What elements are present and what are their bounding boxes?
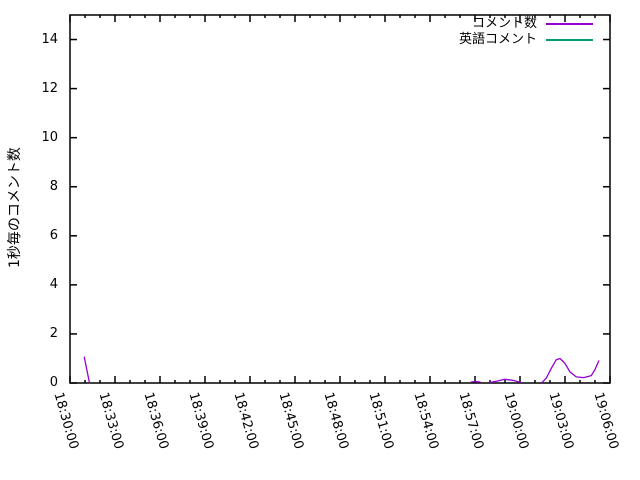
y-tick-label: 4 [49,276,58,292]
y-tick-label: 10 [41,129,58,145]
y-tick-label: 12 [41,80,58,96]
legend-entry: コメント数 [459,16,593,32]
legend-label: コメント数 [471,16,537,31]
y-tick-label: 2 [49,325,58,341]
y-tick-label: 8 [49,178,58,194]
y-axis-title: 1秒毎のコメント数 [7,147,23,268]
y-tick-label: 6 [49,227,58,243]
legend-entry: 英語コメント [459,32,593,48]
y-tick-label: 14 [41,31,58,47]
series-line [489,378,522,384]
legend-line-sample [546,23,593,25]
plot-border [69,14,611,384]
y-tick-label: 0 [49,375,58,390]
series-line [83,356,91,384]
legend-label: 英語コメント [458,32,537,47]
legend: コメント数 英語コメント [459,16,593,48]
series-line [470,380,481,383]
legend-line-sample [546,39,593,41]
series-line [541,357,600,384]
